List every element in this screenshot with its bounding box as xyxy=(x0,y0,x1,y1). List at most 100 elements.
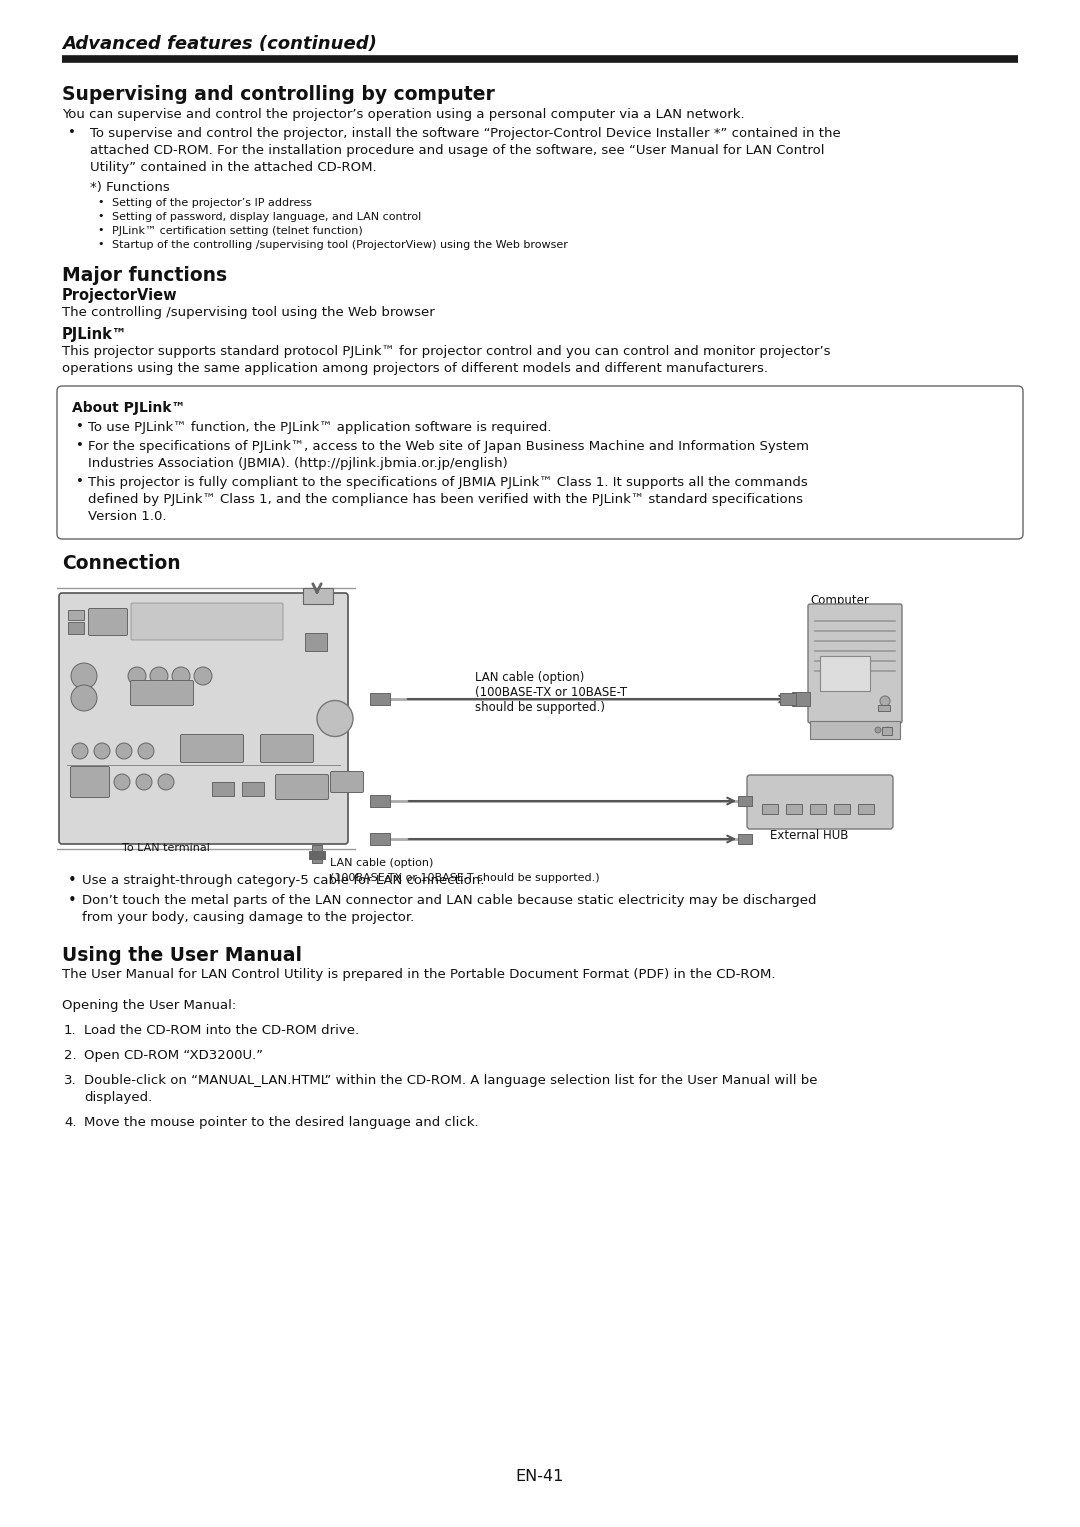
Bar xyxy=(212,782,234,796)
Circle shape xyxy=(114,774,130,789)
Circle shape xyxy=(158,774,174,789)
Text: PJLink™ certification setting (telnet function): PJLink™ certification setting (telnet fu… xyxy=(112,226,363,237)
Text: •: • xyxy=(68,873,77,889)
Text: 4.: 4. xyxy=(64,1116,77,1128)
Circle shape xyxy=(94,744,110,759)
Text: This projector supports standard protocol PJLink™ for projector control and you : This projector supports standard protoco… xyxy=(62,345,831,357)
FancyBboxPatch shape xyxy=(747,776,893,829)
Text: To use PJLink™ function, the PJLink™ application software is required.: To use PJLink™ function, the PJLink™ app… xyxy=(87,421,552,434)
FancyBboxPatch shape xyxy=(89,608,127,635)
Text: defined by PJLink™ Class 1, and the compliance has been verified with the PJLink: defined by PJLink™ Class 1, and the comp… xyxy=(87,493,804,505)
Text: Advanced features (continued): Advanced features (continued) xyxy=(62,35,377,53)
Text: For the specifications of PJLink™, access to the Web site of Japan Business Mach: For the specifications of PJLink™, acces… xyxy=(87,440,809,454)
Circle shape xyxy=(880,696,890,705)
Text: •: • xyxy=(97,211,104,221)
Text: External HUB: External HUB xyxy=(770,829,849,841)
Circle shape xyxy=(318,701,353,736)
Text: Load the CD-ROM into the CD-ROM drive.: Load the CD-ROM into the CD-ROM drive. xyxy=(84,1025,360,1037)
Text: Utility” contained in the attached CD-ROM.: Utility” contained in the attached CD-RO… xyxy=(90,160,377,174)
Text: Double-click on “MANUAL_LAN.HTML” within the CD-ROM. A language selection list f: Double-click on “MANUAL_LAN.HTML” within… xyxy=(84,1073,818,1087)
Text: PJLink™: PJLink™ xyxy=(62,327,127,342)
Text: Don’t touch the metal parts of the LAN connector and LAN cable because static el: Don’t touch the metal parts of the LAN c… xyxy=(82,893,816,907)
Text: The User Manual for LAN Control Utility is prepared in the Portable Document For: The User Manual for LAN Control Utility … xyxy=(62,968,775,980)
Bar xyxy=(792,692,810,705)
Circle shape xyxy=(136,774,152,789)
Bar xyxy=(878,705,890,712)
Text: •: • xyxy=(97,197,104,208)
Bar xyxy=(738,796,752,806)
Bar xyxy=(309,851,325,860)
Bar xyxy=(780,693,796,705)
Text: ProjectorView: ProjectorView xyxy=(62,289,177,302)
Circle shape xyxy=(138,744,154,759)
Text: •: • xyxy=(76,420,84,434)
Text: Computer: Computer xyxy=(810,594,869,608)
Bar xyxy=(820,657,870,692)
Circle shape xyxy=(150,667,168,686)
FancyBboxPatch shape xyxy=(808,605,902,722)
Text: (100BASE-TX or 10BASE-T should be supported.): (100BASE-TX or 10BASE-T should be suppor… xyxy=(330,873,599,883)
Text: Setting of the projector’s IP address: Setting of the projector’s IP address xyxy=(112,199,312,208)
Text: Industries Association (JBMIA). (http://pjlink.jbmia.or.jp/english): Industries Association (JBMIA). (http://… xyxy=(87,457,508,470)
Text: displayed.: displayed. xyxy=(84,1090,152,1104)
Text: Setting of password, display language, and LAN control: Setting of password, display language, a… xyxy=(112,212,421,221)
Text: attached CD-ROM. For the installation procedure and usage of the software, see “: attached CD-ROM. For the installation pr… xyxy=(90,144,824,157)
FancyBboxPatch shape xyxy=(57,386,1023,539)
Bar xyxy=(858,805,874,814)
Text: Major functions: Major functions xyxy=(62,266,227,286)
Text: •: • xyxy=(97,240,104,249)
FancyBboxPatch shape xyxy=(59,592,348,844)
Text: LAN cable (option): LAN cable (option) xyxy=(330,858,433,867)
Text: Connection: Connection xyxy=(62,554,180,573)
Text: This projector is fully compliant to the specifications of JBMIA PJLink™ Class 1: This projector is fully compliant to the… xyxy=(87,476,808,489)
Text: 3.: 3. xyxy=(64,1073,77,1087)
Text: Move the mouse pointer to the desired language and click.: Move the mouse pointer to the desired la… xyxy=(84,1116,478,1128)
FancyBboxPatch shape xyxy=(275,774,328,800)
Bar xyxy=(312,844,322,863)
Bar xyxy=(738,834,752,844)
Text: Using the User Manual: Using the User Manual xyxy=(62,947,302,965)
Bar xyxy=(303,588,333,605)
Text: *) Functions: *) Functions xyxy=(90,182,170,194)
Bar xyxy=(882,727,892,734)
Circle shape xyxy=(71,686,97,712)
Bar xyxy=(762,805,778,814)
Bar xyxy=(370,796,390,806)
Text: LAN cable (option): LAN cable (option) xyxy=(475,670,584,684)
Circle shape xyxy=(71,663,97,689)
Text: 2.: 2. xyxy=(64,1049,77,1061)
FancyBboxPatch shape xyxy=(330,771,364,793)
Bar xyxy=(810,721,900,739)
Circle shape xyxy=(72,744,87,759)
Text: operations using the same application among projectors of different models and d: operations using the same application am… xyxy=(62,362,768,376)
FancyBboxPatch shape xyxy=(70,767,109,797)
Text: EN-41: EN-41 xyxy=(516,1469,564,1484)
Text: •: • xyxy=(68,127,76,139)
Text: Startup of the controlling /supervising tool (ProjectorView) using the Web brows: Startup of the controlling /supervising … xyxy=(112,240,568,250)
Text: •: • xyxy=(76,475,84,489)
Text: Opening the User Manual:: Opening the User Manual: xyxy=(62,999,237,1012)
Bar xyxy=(242,782,264,796)
Text: To supervise and control the projector, install the software “Projector-Control : To supervise and control the projector, … xyxy=(90,127,840,140)
Bar xyxy=(305,634,327,651)
Text: •: • xyxy=(68,893,77,909)
Bar xyxy=(68,621,84,634)
Bar xyxy=(68,609,84,620)
Circle shape xyxy=(885,727,891,733)
FancyBboxPatch shape xyxy=(180,734,243,762)
Circle shape xyxy=(172,667,190,686)
FancyBboxPatch shape xyxy=(131,681,193,705)
Circle shape xyxy=(875,727,881,733)
Bar xyxy=(810,805,826,814)
Circle shape xyxy=(194,667,212,686)
Bar xyxy=(370,693,390,705)
Text: The controlling /supervising tool using the Web browser: The controlling /supervising tool using … xyxy=(62,305,435,319)
Text: should be supported.): should be supported.) xyxy=(475,701,605,715)
Text: Use a straight-through category-5 cable for LAN connection.: Use a straight-through category-5 cable … xyxy=(82,873,484,887)
Text: Version 1.0.: Version 1.0. xyxy=(87,510,166,524)
Text: Open CD-ROM “XD3200U.”: Open CD-ROM “XD3200U.” xyxy=(84,1049,264,1061)
Text: from your body, causing damage to the projector.: from your body, causing damage to the pr… xyxy=(82,912,415,924)
Text: •: • xyxy=(76,438,84,452)
Text: To LAN terminal: To LAN terminal xyxy=(122,843,210,854)
Text: About PJLink™: About PJLink™ xyxy=(72,402,186,415)
